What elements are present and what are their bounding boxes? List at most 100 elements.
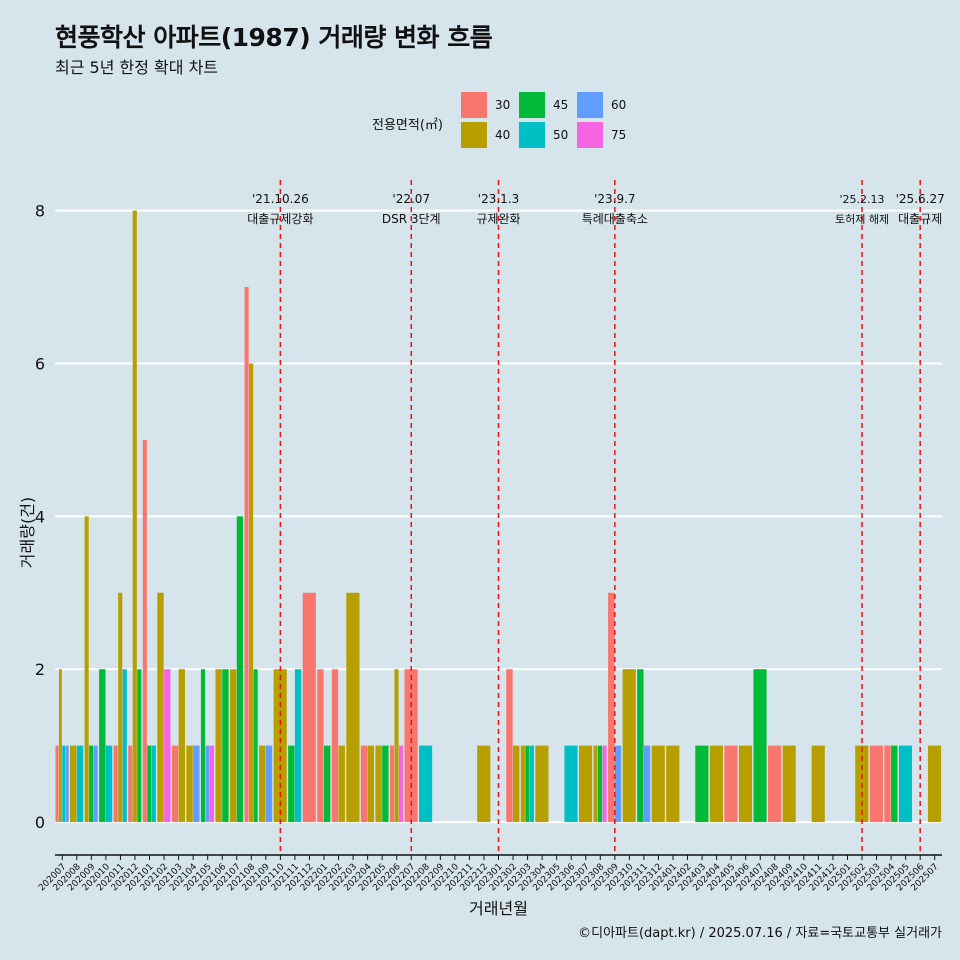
bar-202103-30 — [171, 745, 179, 823]
legend-label: 60 — [611, 98, 627, 112]
bar-202507-40 — [927, 745, 942, 823]
bar-202503-30 — [869, 745, 883, 823]
bar-202404-40 — [709, 745, 723, 823]
legend-item-30: 30 — [461, 92, 521, 120]
bar-202008-40 — [70, 745, 77, 823]
bar-202201-45 — [324, 745, 331, 823]
y-tick-label: 8 — [35, 202, 45, 221]
bar-202106-45 — [222, 669, 229, 823]
bar-202111-50 — [294, 669, 302, 823]
y-axis-title: 거래량(건) — [18, 497, 37, 568]
chart-title: 현풍학산 아파트(1987) 거래량 변화 흐름 — [55, 23, 493, 52]
legend-label: 45 — [553, 98, 569, 112]
bar-202303-45 — [525, 745, 530, 823]
event-date-label: '25.2.13 — [840, 193, 885, 206]
bar-202407-45 — [753, 669, 767, 823]
bar-202109-40 — [259, 745, 266, 823]
event-date-label: '23.1.3 — [478, 192, 519, 206]
legend-item-40: 40 — [461, 122, 521, 150]
event-name-label: 대출규제강화 — [247, 212, 313, 226]
bar-202401-40 — [666, 745, 680, 823]
bar-202504-45 — [891, 745, 898, 823]
bar-202102-40 — [157, 592, 164, 823]
bar-202007-30 — [55, 745, 59, 823]
bar-202409-40 — [782, 745, 796, 823]
bar-202302-30 — [506, 669, 513, 823]
bar-202007-50 — [62, 745, 66, 823]
bar-202202-30 — [331, 669, 339, 823]
bar-202007-40 — [58, 669, 62, 823]
legend-swatch — [577, 92, 603, 118]
bar-202010-50 — [105, 745, 113, 823]
bar-202108-40 — [249, 363, 254, 823]
source-caption: ©디아파트(dapt.kr) / 2025.07.16 / 자료=국토교통부 실… — [578, 926, 942, 941]
event-name-label: 대출규제 — [898, 212, 942, 226]
bar-202108-30 — [244, 287, 249, 823]
event-date-label: '25.6.27 — [896, 192, 945, 206]
bar-202406-40 — [738, 745, 753, 823]
event-name-label: 특례대출축소 — [582, 212, 648, 226]
bar-202105-45 — [200, 669, 206, 823]
bar-202309-60 — [614, 745, 622, 823]
bar-202011-30 — [113, 745, 118, 823]
legend-item-50: 50 — [519, 122, 579, 150]
bar-202107-45 — [236, 516, 244, 823]
event-name-label: 규제완화 — [476, 212, 520, 226]
legend-swatch — [519, 122, 545, 148]
legend-title: 전용면적(㎡) — [372, 118, 443, 133]
chart-subtitle: 최근 5년 한정 확대 차트 — [55, 58, 219, 77]
bar-202307-40 — [578, 745, 593, 823]
bar-202205-45 — [382, 745, 389, 823]
legend-swatch — [519, 92, 545, 118]
legend-swatch — [461, 122, 487, 148]
legend-label: 75 — [611, 128, 627, 142]
bar-202311-60 — [643, 745, 651, 823]
bar-202105-75 — [209, 745, 215, 823]
bar-202109-60 — [265, 745, 273, 823]
bar-202207-30 — [404, 669, 418, 823]
legend-item-75: 75 — [577, 122, 637, 150]
bar-202312-40 — [651, 745, 665, 823]
bar-202104-60 — [193, 745, 200, 823]
bar-202505-50 — [898, 745, 913, 823]
bar-202203-40 — [346, 592, 360, 823]
bar-202009-45 — [89, 745, 94, 823]
bar-202102-75 — [164, 669, 171, 823]
bar-202206-30 — [389, 745, 395, 823]
bar-202308-75 — [602, 745, 607, 823]
event-name-label: 토허제 해제 — [835, 212, 889, 226]
bar-202309-30 — [608, 592, 615, 823]
legend-label: 50 — [553, 128, 569, 142]
bar-202101-50 — [151, 745, 156, 823]
bar-202308-40 — [593, 745, 598, 823]
bar-202012-40 — [132, 210, 137, 823]
legend-label: 40 — [495, 128, 511, 142]
bar-202106-40 — [215, 669, 222, 823]
bar-202308-45 — [598, 745, 603, 823]
bar-202204-30 — [360, 745, 368, 823]
bar-202105-60 — [205, 745, 210, 823]
bar-202012-45 — [137, 669, 142, 823]
legend-item-60: 60 — [577, 92, 637, 120]
bar-202202-40 — [338, 745, 345, 823]
bar-202411-40 — [811, 745, 825, 823]
bar-202403-45 — [695, 745, 709, 823]
legend-label: 30 — [495, 98, 511, 112]
event-date-label: '21.10.26 — [252, 192, 309, 206]
bar-202009-60 — [93, 745, 98, 823]
event-date-label: '23.9.7 — [594, 192, 635, 206]
bar-202405-30 — [724, 745, 738, 823]
bar-202201-30 — [317, 669, 324, 823]
y-tick-label: 6 — [35, 354, 45, 373]
bar-202311-45 — [637, 669, 644, 823]
bar-202303-50 — [529, 745, 534, 823]
bar-202110-40 — [273, 669, 287, 823]
bar-202206-40 — [394, 669, 399, 823]
bar-202104-40 — [186, 745, 193, 823]
bar-202011-40 — [118, 592, 123, 823]
bar-202304-40 — [535, 745, 549, 823]
bar-202306-50 — [564, 745, 578, 823]
legend-swatch — [577, 122, 603, 148]
bar-202204-40 — [367, 745, 375, 823]
bar-202303-40 — [520, 745, 525, 823]
